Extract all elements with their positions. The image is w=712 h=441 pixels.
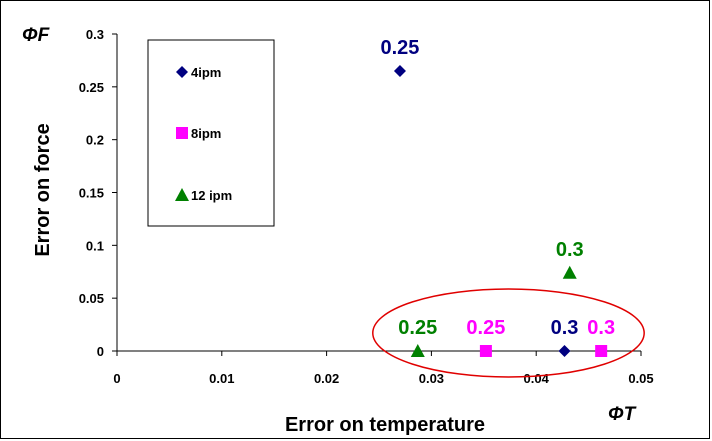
data-label: 0.25 <box>398 317 437 339</box>
y-axis-symbol: ΦF <box>22 25 51 46</box>
data-label: 0.25 <box>466 317 505 339</box>
legend-marker-triangle <box>175 188 189 201</box>
data-point-triangle <box>562 265 577 279</box>
data-point-square <box>595 345 608 357</box>
highlight-ellipse <box>372 288 645 378</box>
data-points <box>393 64 608 357</box>
y-tick-label: 0.2 <box>86 133 104 148</box>
y-tick-label: 0.3 <box>86 27 104 42</box>
legend-marker-square <box>176 127 188 139</box>
annotation-layer <box>372 288 645 378</box>
axes <box>112 33 642 356</box>
x-tick-label: 0.04 <box>524 371 550 386</box>
legend-box <box>147 39 275 227</box>
tick-labels: 0 0.05 0.1 0.15 0.2 0.25 0.3 0 0.01 0.02 0.03 0.04 0… <box>79 27 654 386</box>
legend-entry: 8ipm <box>191 126 221 141</box>
data-point-triangle <box>410 344 425 357</box>
legend-marker-diamond <box>176 66 188 78</box>
legend-entry: 12 ipm <box>191 188 232 203</box>
legend-entry: 4ipm <box>191 65 221 80</box>
x-tick-label: 0.02 <box>314 371 339 386</box>
point-labels: 0.25 0.3 0.25 0.3 0.25 0.3 <box>380 37 615 339</box>
x-tick-label: 0.01 <box>209 371 234 386</box>
y-tick-label: 0 <box>97 344 104 359</box>
data-label: 0.3 <box>587 317 615 339</box>
x-tick-label: 0.03 <box>419 371 444 386</box>
data-label: 0.3 <box>556 239 584 261</box>
y-tick-label: 0.1 <box>86 238 104 253</box>
x-tick-label: 0.05 <box>628 371 653 386</box>
data-point-square <box>479 345 492 357</box>
y-tick-label: 0.25 <box>79 80 104 95</box>
y-tick-label: 0.15 <box>79 186 104 201</box>
y-axis-title: Error on force <box>32 123 54 256</box>
x-axis-title: Error on temperature <box>285 414 485 436</box>
data-point-diamond <box>393 64 406 77</box>
data-point-diamond <box>558 345 571 357</box>
x-axis-symbol: ΦT <box>608 404 637 425</box>
data-label: 0.25 <box>380 37 419 59</box>
legend: 4ipm 8ipm 12 ipm <box>147 39 275 227</box>
x-tick-label: 0 <box>113 371 120 386</box>
data-label: 0.3 <box>551 317 579 339</box>
y-tick-label: 0.05 <box>79 291 104 306</box>
